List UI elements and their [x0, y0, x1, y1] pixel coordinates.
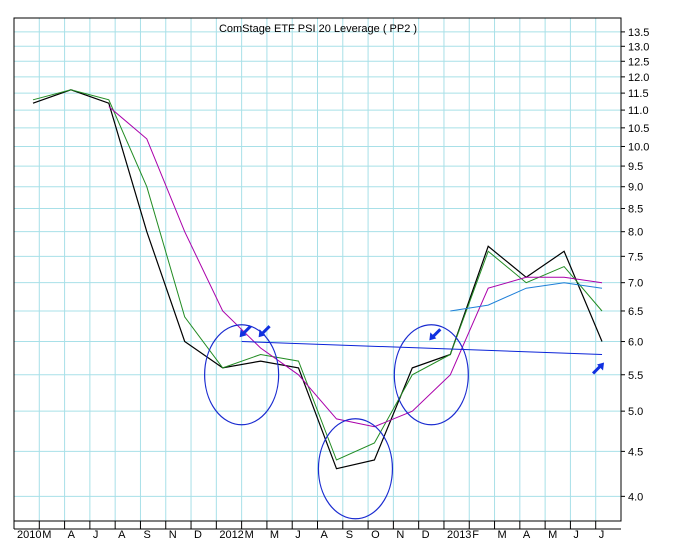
- series-line-ma_long: [108, 106, 603, 428]
- x-tick-label: M: [270, 529, 279, 541]
- x-tick-label: 2010: [17, 529, 41, 541]
- y-tick-label: 9.0: [628, 182, 643, 194]
- arrow-icon: [591, 362, 605, 375]
- arrow-head: [258, 329, 266, 338]
- y-tick-label: 10.5: [628, 123, 649, 135]
- annotations: [204, 324, 605, 520]
- x-tick-label: A: [68, 529, 76, 541]
- y-tick-label: 7.0: [628, 278, 643, 290]
- highlight-circle: [317, 418, 394, 520]
- series-line-price: [32, 89, 603, 470]
- x-tick-label: N: [169, 529, 177, 541]
- series-line-ma_short: [32, 89, 603, 461]
- series-line-ma_200: [450, 282, 603, 312]
- x-tick-label: A: [523, 529, 531, 541]
- y-tick-label: 13.5: [628, 27, 649, 39]
- arrow-icon: [429, 328, 442, 341]
- x-tick-label: A: [118, 529, 126, 541]
- y-tick-label: 4.0: [628, 491, 643, 503]
- x-tick-label: O: [371, 529, 380, 541]
- y-tick-label: 8.0: [628, 227, 643, 239]
- x-tick-label: M: [245, 529, 254, 541]
- x-tick-label: 2012: [219, 529, 243, 541]
- y-tick-label: 6.0: [628, 337, 643, 349]
- arrow-head: [429, 332, 437, 341]
- chart-title: ComStage ETF PSI 20 Leverage ( PP2 ): [219, 23, 417, 35]
- y-tick-label: 10.0: [628, 141, 649, 153]
- y-tick-label: 8.5: [628, 204, 643, 216]
- x-tick-label: J: [295, 529, 301, 541]
- x-tick-label: J: [93, 529, 99, 541]
- y-tick-label: 5.0: [628, 406, 643, 418]
- x-tick-label: N: [396, 529, 404, 541]
- y-tick-label: 13.0: [628, 41, 649, 53]
- highlight-circle: [393, 324, 469, 426]
- y-tick-label: 6.5: [628, 306, 643, 318]
- y-tick-label: 11.0: [628, 105, 649, 117]
- x-tick-label: M: [498, 529, 507, 541]
- arrow-head: [597, 362, 605, 371]
- y-tick-label: 5.5: [628, 370, 643, 382]
- trendline: [241, 341, 603, 355]
- arrow-icon: [258, 325, 271, 338]
- y-tick-label: 12.0: [628, 72, 649, 84]
- y-tick-label: 11.5: [628, 88, 649, 100]
- arrow-head: [239, 329, 247, 338]
- x-tick-label: M: [548, 529, 557, 541]
- grid: [14, 18, 621, 521]
- x-tick-label: F: [472, 529, 479, 541]
- y-axis: 13.5 13.0 12.5 12.0 11.5 11.0 10.5 10.0 9.5 9.0 8.…: [621, 27, 649, 503]
- series-group: [32, 89, 603, 470]
- y-tick-label: 12.5: [628, 56, 649, 68]
- highlight-circle: [204, 324, 280, 426]
- x-tick-label: J: [573, 529, 579, 541]
- y-tick-label: 9.5: [628, 161, 643, 173]
- y-tick-label: 4.5: [628, 446, 643, 458]
- x-axis: 2010 M A J A S N D 2012 M M J A S O N D 2013 F M A M J J: [13, 521, 621, 541]
- x-tick-label: A: [321, 529, 329, 541]
- x-tick-label: D: [422, 529, 430, 541]
- x-tick-label: J: [599, 529, 605, 541]
- x-tick-label: D: [194, 529, 202, 541]
- arrow-icon: [239, 325, 252, 338]
- x-tick-label: S: [143, 529, 150, 541]
- x-tick-label: 2013: [447, 529, 471, 541]
- x-tick-label: S: [346, 529, 353, 541]
- y-tick-label: 7.5: [628, 251, 643, 263]
- x-tick-label: M: [42, 529, 51, 541]
